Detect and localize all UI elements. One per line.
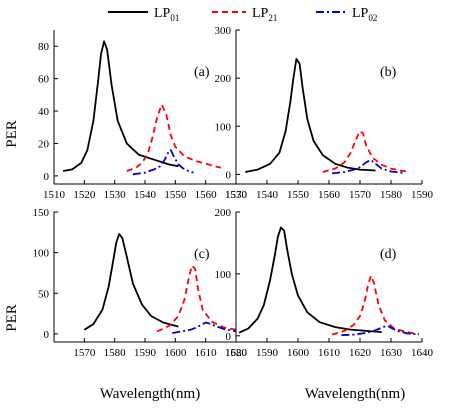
- x-tick-label: 1510: [43, 189, 66, 201]
- panel-label: (a): [194, 65, 210, 80]
- x-tick-label: 1570: [73, 347, 96, 359]
- y-tick-label: 100: [215, 121, 232, 133]
- y-tick-label: 20: [38, 138, 50, 150]
- x-tick-label: 1640: [411, 347, 434, 359]
- x-tick-label: 1590: [411, 189, 434, 201]
- x-axis-label-right: Wavelength(nm): [305, 386, 405, 402]
- panel-label: (d): [380, 247, 397, 262]
- panels: 1510 1520 1530 1540 1550 1560 1570 0 20 40 60 80 (a)…: [33, 25, 434, 359]
- series-line-lp01: [238, 226, 382, 334]
- series-line-lp02: [172, 321, 237, 334]
- y-tick-label: 100: [33, 248, 50, 260]
- series-line-lp21: [156, 264, 237, 333]
- series-line-lp02: [331, 159, 404, 175]
- x-tick-label: 1580: [104, 347, 127, 359]
- series-line-lp21: [322, 130, 410, 173]
- series-line-lp01: [62, 40, 179, 172]
- x-tick-label: 1570: [225, 189, 248, 201]
- y-tick-label: 0: [226, 169, 232, 181]
- x-tick-label: 1620: [225, 347, 248, 359]
- series-line-lp02: [132, 149, 194, 176]
- x-tick-label: 1620: [349, 347, 372, 359]
- panel-3: 1570 1580 1590 1600 1610 1620 0 50 100 150 (c): [33, 207, 248, 359]
- x-tick-label: 1610: [195, 347, 218, 359]
- series-line-lp01: [83, 233, 179, 331]
- legend-label-lp21: LP21: [252, 6, 277, 23]
- legend: LP01 LP21 LP02: [108, 6, 377, 23]
- x-tick-label: 1610: [318, 347, 341, 359]
- x-tick-label: 1600: [287, 347, 310, 359]
- y-axis-label-bottom: PER: [4, 304, 20, 332]
- panel-2: 1530 1540 1550 1560 1570 1580 1590 0 100 200 300 (b…: [215, 25, 434, 201]
- series-line-lp02: [341, 325, 419, 337]
- y-tick-label: 60: [38, 74, 50, 86]
- y-tick-label: 0: [226, 331, 232, 343]
- panel-label: (c): [194, 247, 210, 262]
- x-tick-label: 1600: [164, 347, 187, 359]
- y-axis-label-top: PER: [4, 120, 20, 148]
- x-tick-label: 1630: [380, 347, 403, 359]
- y-tick-label: 80: [38, 41, 50, 53]
- series-line-lp21: [331, 274, 420, 336]
- x-tick-label: 1590: [134, 347, 157, 359]
- x-tick-label: 1590: [256, 347, 279, 359]
- x-tick-label: 1540: [134, 189, 157, 201]
- x-tick-label: 1550: [287, 189, 310, 201]
- x-tick-label: 1530: [104, 189, 127, 201]
- legend-label-lp01: LP01: [154, 6, 179, 23]
- y-tick-label: 150: [33, 207, 50, 219]
- y-tick-label: 0: [44, 171, 50, 183]
- x-tick-label: 1570: [349, 189, 372, 201]
- panel-4: 1580 1590 1600 1610 1620 1630 1640 0 100 200 (d): [215, 207, 434, 359]
- y-tick-label: 40: [38, 106, 50, 118]
- legend-label-lp02: LP02: [352, 6, 377, 23]
- series-line-lp21: [126, 103, 222, 172]
- y-tick-label: 300: [215, 25, 232, 37]
- x-tick-label: 1580: [225, 347, 248, 359]
- y-tick-label: 100: [215, 269, 232, 281]
- series-line-lp01: [245, 58, 376, 173]
- panel-1: 1510 1520 1530 1540 1550 1560 1570 0 20 40 60 80 (a): [38, 30, 248, 201]
- y-tick-label: 200: [215, 73, 232, 85]
- x-tick-label: 1580: [380, 189, 403, 201]
- x-tick-label: 1560: [318, 189, 341, 201]
- y-tick-label: 0: [44, 329, 50, 341]
- x-tick-label: 1550: [164, 189, 187, 201]
- x-tick-label: 1560: [195, 189, 218, 201]
- panel-label: (b): [380, 65, 397, 80]
- x-tick-label: 1540: [256, 189, 279, 201]
- x-axis-label-left: Wavelength(nm): [100, 386, 200, 402]
- y-tick-label: 200: [215, 207, 232, 219]
- y-tick-label: 50: [38, 288, 50, 300]
- x-tick-label: 1530: [225, 189, 248, 201]
- x-tick-label: 1520: [73, 189, 96, 201]
